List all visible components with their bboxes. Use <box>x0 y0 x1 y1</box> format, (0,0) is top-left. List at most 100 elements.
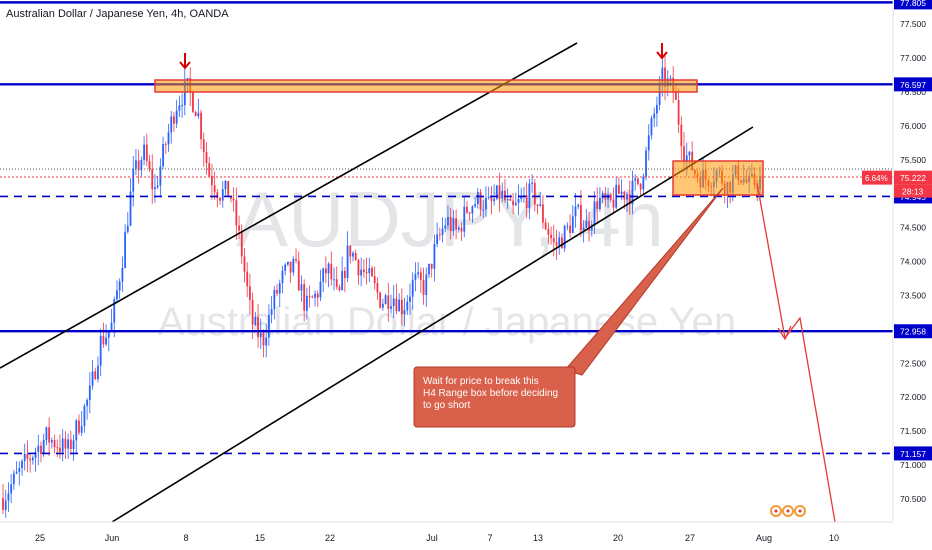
candle-body <box>221 189 224 201</box>
candle-body <box>585 220 588 228</box>
candle-body <box>300 284 303 291</box>
candle-body <box>173 116 175 124</box>
candle-body <box>202 139 205 152</box>
candle-body <box>18 468 21 472</box>
candle-body <box>371 268 373 277</box>
candle-body <box>67 439 70 449</box>
candle-body <box>316 293 319 298</box>
time-axis[interactable] <box>0 522 893 550</box>
candle-body <box>419 272 422 281</box>
candle-body <box>425 274 428 295</box>
candle-body <box>357 259 360 276</box>
candle-body <box>609 194 612 200</box>
countdown-tag <box>894 184 932 198</box>
candle-body <box>637 178 639 184</box>
candle-body <box>688 151 691 156</box>
candle-body <box>533 182 536 205</box>
candle-body <box>506 198 509 201</box>
candle-body <box>249 286 251 300</box>
candle-body <box>658 82 661 105</box>
candle-body <box>124 231 126 268</box>
candle-body <box>664 67 666 87</box>
candle-body <box>42 439 45 455</box>
candle-body <box>417 272 420 275</box>
candle-body <box>175 110 178 124</box>
candle-body <box>531 182 533 184</box>
candle-body <box>75 420 78 441</box>
candle-body <box>26 453 29 459</box>
candle-body <box>365 272 368 274</box>
candle-body <box>148 161 151 169</box>
candle-body <box>623 191 626 200</box>
candle-body <box>387 295 390 309</box>
level-label: 71.157 <box>900 449 926 459</box>
candle-body <box>487 196 490 198</box>
candle-body <box>56 447 59 449</box>
candle-body <box>211 176 213 186</box>
candle-body <box>292 258 295 273</box>
x-tick-label: Jun <box>105 533 120 543</box>
level-tag <box>894 324 932 339</box>
candle-body <box>474 204 477 207</box>
candle-body <box>216 192 219 199</box>
watermark-name: Australian Dollar / Japanese Yen <box>158 300 736 344</box>
candle-body <box>232 198 235 201</box>
x-tick-label: 27 <box>685 533 695 543</box>
candle-body <box>571 216 574 234</box>
callout-box <box>413 366 576 428</box>
range-box <box>672 160 764 196</box>
down-arrow-icon <box>656 43 668 60</box>
candle-body <box>69 439 72 450</box>
candle-body <box>341 270 344 290</box>
candle-body <box>346 245 349 279</box>
candle-body <box>438 234 441 236</box>
candle-body <box>566 225 569 227</box>
candle-body <box>639 183 642 190</box>
x-tick-label: 8 <box>183 533 188 543</box>
candle-body <box>653 113 656 119</box>
candle-body <box>512 200 514 206</box>
candle-body <box>297 260 300 291</box>
candle-body <box>447 216 449 226</box>
candle-body <box>262 332 265 346</box>
candle-body <box>151 168 154 189</box>
candle-body <box>563 226 566 249</box>
candle-body <box>183 80 186 106</box>
candle-body <box>311 296 314 298</box>
candle-body <box>45 427 48 440</box>
candle-body <box>126 225 129 232</box>
candle-body <box>322 268 325 282</box>
candle-body <box>227 180 230 198</box>
candle-body <box>379 292 382 308</box>
candle-body <box>97 365 99 380</box>
candle-body <box>569 225 571 234</box>
candle-body <box>441 228 444 235</box>
candle-body <box>677 99 680 125</box>
candle-body <box>398 299 401 312</box>
candle-body <box>102 335 105 345</box>
y-tick-label: 74.000 <box>900 257 926 267</box>
candle-body <box>289 261 292 273</box>
candle-body <box>669 77 672 79</box>
candle-body <box>476 192 479 205</box>
candle-body <box>23 453 26 461</box>
candle-body <box>86 400 89 406</box>
x-tick-label: 10 <box>829 533 839 543</box>
candle-body <box>48 427 51 443</box>
y-tick-label: 73.500 <box>900 290 926 300</box>
candle-body <box>493 198 496 202</box>
candle-body <box>490 196 493 202</box>
candle-body <box>430 263 433 269</box>
candle-body <box>650 118 653 136</box>
candle-body <box>284 264 287 271</box>
candle-body <box>2 498 4 510</box>
candle-body <box>392 298 395 307</box>
candle-body <box>178 105 181 111</box>
candle-body <box>132 168 135 192</box>
price-axis-labels: 70.50071.00071.50072.00072.50073.00073.5… <box>900 19 926 504</box>
candle-body <box>135 160 137 169</box>
candle-body <box>7 493 10 501</box>
candle-body <box>224 180 227 190</box>
candle-body <box>246 271 249 287</box>
